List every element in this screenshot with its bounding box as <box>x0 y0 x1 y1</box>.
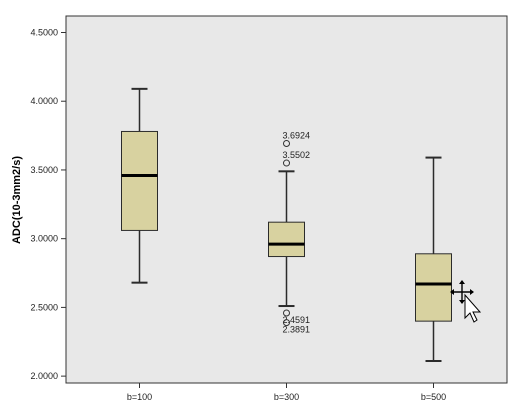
y-tick-label: 3.5000 <box>30 165 58 175</box>
box-group-b=100 <box>121 87 158 284</box>
x-tick-label: b=100 <box>127 392 152 402</box>
outlier-label: 3.5502 <box>283 150 311 160</box>
box <box>415 253 452 322</box>
y-tick-label: 4.0000 <box>30 96 58 106</box>
outlier-label: 2.4591 <box>283 315 311 325</box>
outlier-point <box>283 319 290 327</box>
box <box>121 130 158 231</box>
y-tick-label: 2.5000 <box>30 302 58 312</box>
x-tick-label: b=300 <box>274 392 299 402</box>
y-tick-label: 3.0000 <box>30 234 58 244</box>
outlier-label: 2.3891 <box>283 325 311 335</box>
x-axis: b=100 b=300 b=500 <box>127 383 446 402</box>
outlier-point <box>283 309 290 317</box>
box <box>268 221 305 258</box>
y-tick-label: 4.5000 <box>30 27 58 37</box>
outlier-point <box>283 159 290 167</box>
y-axis-title: ADC(10-3mm2/s) <box>11 156 23 244</box>
y-tick-label: 2.0000 <box>30 371 58 381</box>
outlier-point <box>283 140 290 148</box>
x-tick-label: b=500 <box>421 392 446 402</box>
box-group-b=500 <box>415 156 452 363</box>
move-cursor-icon <box>450 280 482 323</box>
y-axis: 2.0000 2.5000 3.0000 3.5000 4.0000 4.5000 <box>30 27 66 381</box>
outlier-label: 3.6924 <box>283 131 311 141</box>
